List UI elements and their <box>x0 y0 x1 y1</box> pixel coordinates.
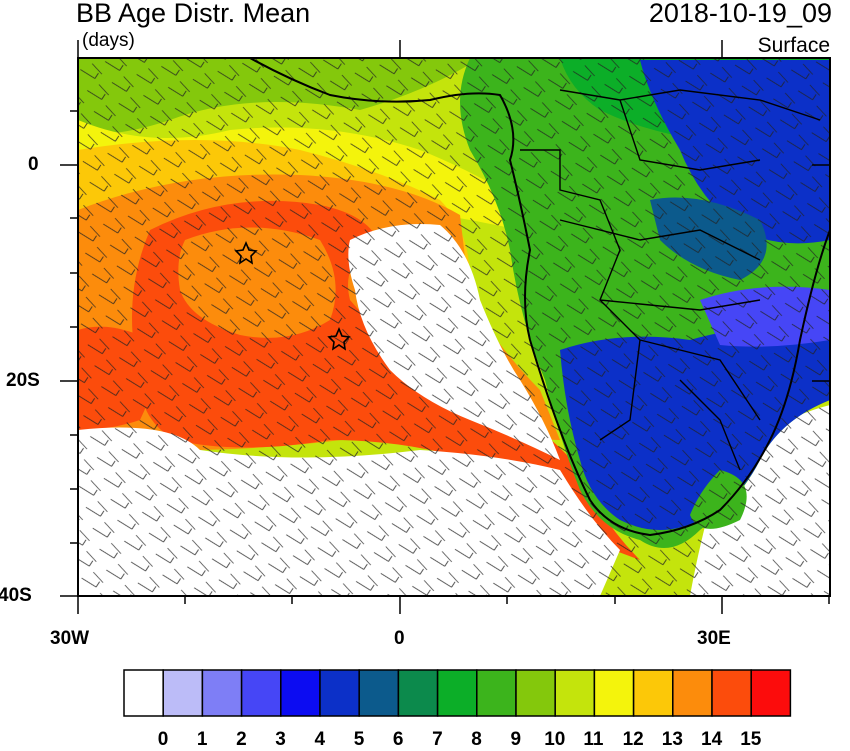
x-label-0: 0 <box>394 628 405 649</box>
colorbar-box <box>162 669 204 717</box>
wind-barbs <box>78 58 830 596</box>
colorbar-box <box>319 669 360 717</box>
colorbar-box <box>280 669 321 717</box>
star-marker-2 <box>327 326 351 351</box>
colorbar-box <box>672 669 713 717</box>
colorbar-label: 7 <box>432 729 443 750</box>
colorbar-box <box>201 669 243 717</box>
y-label-0: 0 <box>28 154 39 175</box>
colorbar-label: 8 <box>471 729 482 750</box>
colorbar-label: 9 <box>510 729 522 750</box>
colorbar-box <box>593 669 635 717</box>
colorbar-box <box>711 669 752 717</box>
colorbar-label: 10 <box>544 729 566 750</box>
colorbar-box <box>632 669 674 717</box>
colorbar-box <box>397 669 439 717</box>
colorbar-label: 0 <box>157 729 169 750</box>
colorbar-box <box>515 669 556 717</box>
colorbar-label: 3 <box>275 729 286 750</box>
y-label-40s: 40S <box>0 585 32 606</box>
colorbar-label: 4 <box>314 729 326 750</box>
colorbar-box <box>554 669 596 717</box>
y-label-20s: 20S <box>6 370 40 391</box>
colorbar-label: 11 <box>583 729 604 750</box>
colorbar-box <box>123 669 164 717</box>
map-field <box>78 58 830 596</box>
axis-ticks <box>60 40 830 614</box>
colorbar-label: 12 <box>622 729 644 750</box>
colorbar-label: 6 <box>392 729 404 750</box>
star-marker-1 <box>234 240 258 265</box>
colorbar-label: 14 <box>701 729 723 750</box>
colorbar-label: 15 <box>740 729 762 750</box>
colorbar-label: 1 <box>196 729 208 750</box>
colorbar-label: 5 <box>353 729 365 750</box>
colorbar-box <box>750 669 792 717</box>
x-label-30e: 30E <box>697 628 731 649</box>
colorbar-box <box>240 669 282 717</box>
x-label-30w: 30W <box>50 628 90 649</box>
coastline <box>249 58 830 537</box>
date-label: 2018-10-19_09 <box>648 0 832 28</box>
colorbar-label: 13 <box>661 729 683 750</box>
colorbar-label: 2 <box>236 729 247 750</box>
level-label: Surface <box>757 34 830 57</box>
colorbar-box <box>436 669 478 717</box>
plot-title: BB Age Distr. Mean <box>76 0 311 28</box>
country-borders <box>520 89 821 471</box>
colorbar <box>123 669 792 717</box>
units-label: (days) <box>82 30 135 51</box>
colorbar-box <box>358 669 400 717</box>
colorbar-box <box>476 669 517 717</box>
